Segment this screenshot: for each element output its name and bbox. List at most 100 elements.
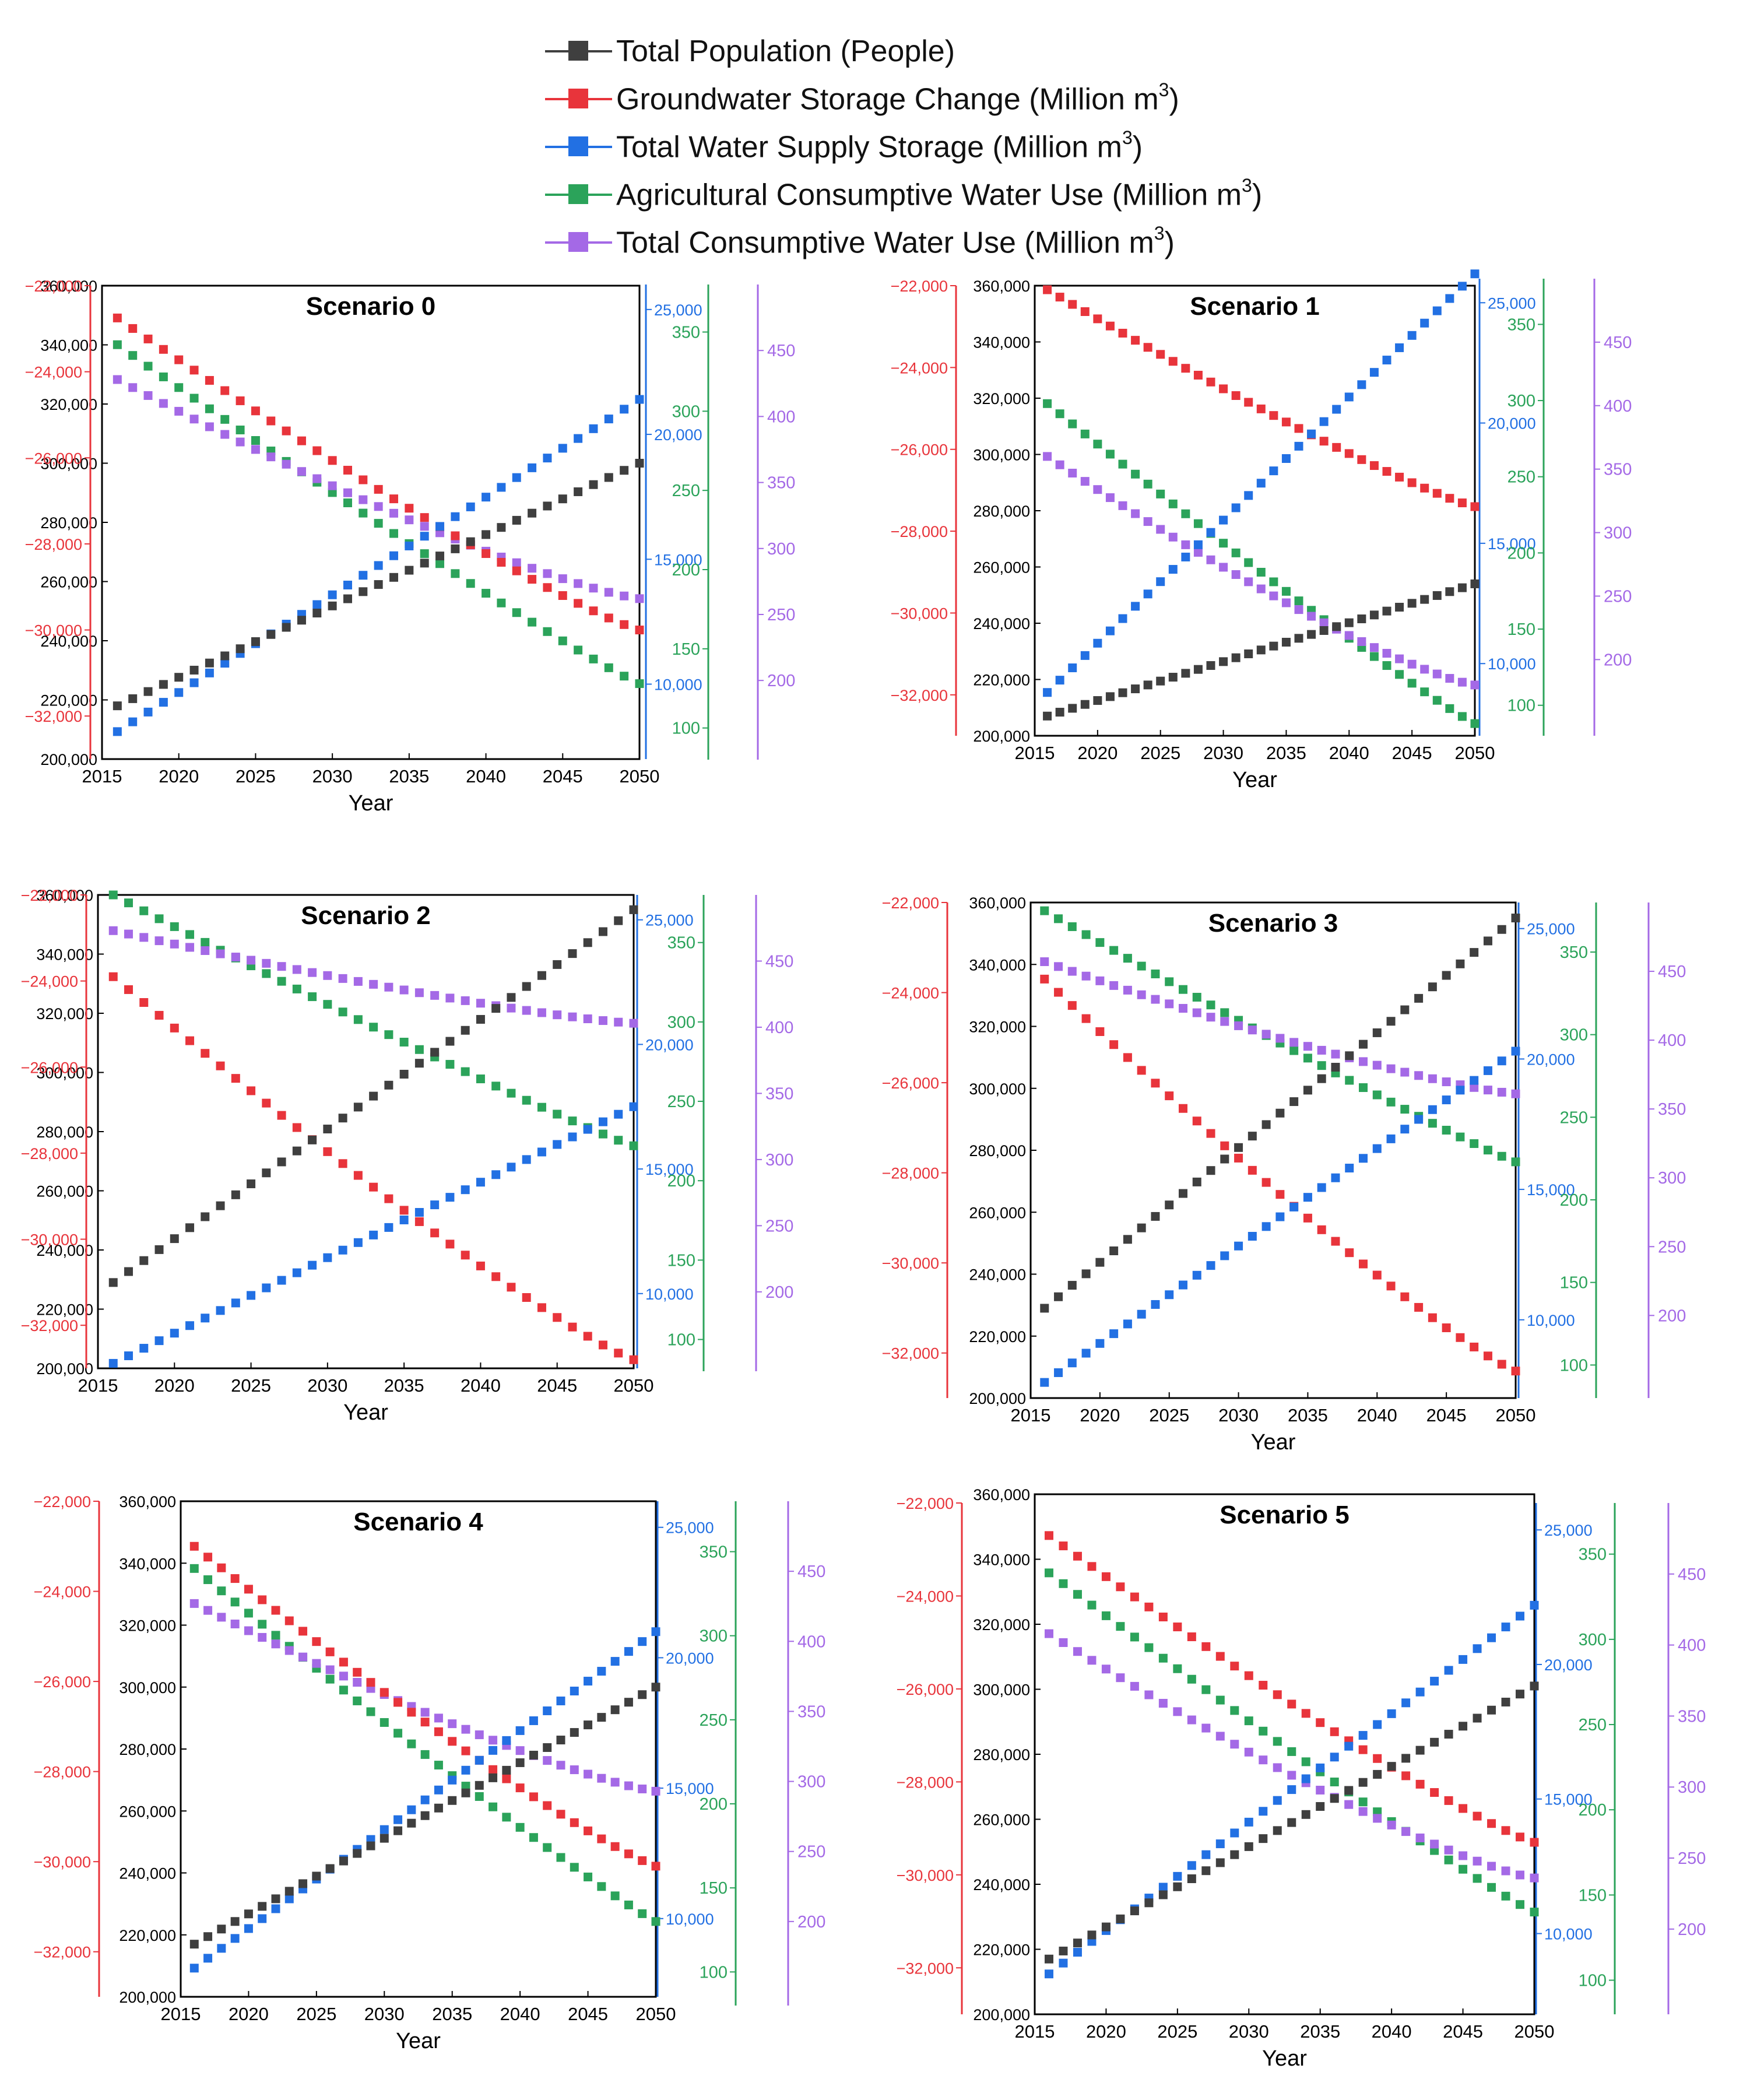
agricultural-tick-label: 200 xyxy=(700,1795,728,1814)
consumptive-point xyxy=(1131,509,1140,518)
groundwater-point xyxy=(1459,1804,1468,1813)
supply-point xyxy=(1301,1774,1310,1783)
agricultural-tick-label: 200 xyxy=(672,561,700,580)
groundwater-point xyxy=(143,334,153,343)
supply-point xyxy=(489,1746,498,1755)
groundwater-point xyxy=(407,1708,416,1717)
agricultural-point xyxy=(1428,1119,1437,1128)
groundwater-point xyxy=(1044,1531,1053,1540)
population-point xyxy=(323,1125,332,1134)
population-point xyxy=(1373,1769,1382,1779)
agricultural-point xyxy=(251,436,260,445)
supply-point xyxy=(553,1140,562,1149)
consumptive-point xyxy=(1168,532,1178,542)
x-tick-label: 2045 xyxy=(1392,743,1432,763)
groundwater-point xyxy=(620,620,629,629)
chart-title: Scenario 5 xyxy=(1220,1501,1350,1529)
groundwater-point xyxy=(174,355,184,364)
groundwater-point xyxy=(1193,371,1203,380)
population-tick-label: 320,000 xyxy=(969,1019,1026,1036)
population-point xyxy=(201,1212,210,1221)
population-point xyxy=(308,1135,317,1144)
consumptive-point xyxy=(1294,605,1303,614)
groundwater-tick-label: −24,000 xyxy=(21,973,78,991)
population-tick-label: 340,000 xyxy=(973,334,1030,352)
consumptive-point xyxy=(1143,517,1152,526)
supply-tick-label: 10,000 xyxy=(654,676,702,693)
population-point xyxy=(189,1940,199,1949)
groundwater-point xyxy=(189,1541,199,1551)
supply-point xyxy=(393,1815,403,1824)
population-point xyxy=(339,1856,348,1866)
supply-point xyxy=(1303,1193,1312,1202)
x-tick-label: 2045 xyxy=(1443,2021,1483,2042)
consumptive-tick-label: 200 xyxy=(1678,1920,1706,1939)
agricultural-tick-label: 150 xyxy=(1560,1274,1588,1293)
consumptive-point xyxy=(1316,1785,1325,1795)
population-point xyxy=(1059,1946,1068,1955)
consumptive-point xyxy=(1158,1698,1168,1708)
groundwater-point xyxy=(405,504,414,513)
consumptive-point xyxy=(489,1736,498,1745)
consumptive-tick-label: 350 xyxy=(767,474,795,493)
groundwater-point xyxy=(1206,377,1215,387)
groundwater-point xyxy=(448,1737,457,1746)
supply-point xyxy=(292,1268,301,1277)
consumptive-point xyxy=(1080,477,1090,486)
population-point xyxy=(1414,993,1424,1003)
groundwater-tick-label: −32,000 xyxy=(882,1345,939,1362)
series-population xyxy=(1043,579,1480,721)
consumptive-point xyxy=(298,1652,308,1662)
agricultural-point xyxy=(1068,419,1077,429)
consumptive-tick-label: 300 xyxy=(797,1773,825,1792)
population-point xyxy=(507,993,516,1002)
agricultural-point xyxy=(589,654,598,663)
population-point xyxy=(1093,696,1102,705)
population-tick-label: 260,000 xyxy=(40,574,97,591)
groundwater-point xyxy=(216,1061,225,1070)
supply-point xyxy=(522,1155,531,1164)
population-point xyxy=(1445,587,1454,596)
consumptive-point xyxy=(1192,1008,1201,1017)
population-point xyxy=(1432,591,1442,600)
agricultural-point xyxy=(1151,969,1160,978)
agricultural-point xyxy=(143,361,153,371)
agricultural-tick-label: 300 xyxy=(667,1013,695,1032)
consumptive-point xyxy=(1151,995,1160,1004)
agricultural-point xyxy=(205,404,214,413)
population-point xyxy=(1130,1906,1139,1916)
population-tick-label: 320,000 xyxy=(973,390,1030,408)
agricultural-point xyxy=(537,1102,546,1112)
supply-point xyxy=(154,1336,164,1346)
population-tick-label: 280,000 xyxy=(40,514,97,532)
agricultural-tick-label: 150 xyxy=(667,1251,695,1270)
supply-tick-label: 25,000 xyxy=(1527,921,1575,938)
supply-point xyxy=(1307,429,1316,438)
supply-point xyxy=(1357,380,1366,389)
population-tick-label: 260,000 xyxy=(973,559,1030,577)
groundwater-point xyxy=(1487,1819,1496,1828)
legend-label: Agricultural Consumptive Water Use (Mill… xyxy=(616,175,1263,212)
x-tick-label: 2025 xyxy=(1149,1405,1189,1425)
consumptive-point xyxy=(1400,1067,1410,1077)
supply-point xyxy=(1344,392,1354,402)
consumptive-point xyxy=(507,1003,516,1013)
consumptive-point xyxy=(1359,1057,1368,1066)
groundwater-point xyxy=(635,626,644,635)
consumptive-point xyxy=(1055,460,1064,469)
consumptive-tick-label: 450 xyxy=(765,952,793,971)
consumptive-point xyxy=(282,459,291,469)
consumptive-point xyxy=(1483,1086,1492,1095)
population-point xyxy=(1273,1826,1282,1835)
agricultural-point xyxy=(407,1739,416,1748)
consumptive-tick-label: 350 xyxy=(1604,461,1632,479)
population-point xyxy=(1081,1269,1091,1279)
groundwater-tick-label: −22,000 xyxy=(882,894,939,912)
supply-point xyxy=(1105,626,1115,635)
population-point xyxy=(143,687,153,696)
x-axis-label: Year xyxy=(1262,2046,1307,2071)
population-point xyxy=(651,1683,660,1692)
population-tick-label: 240,000 xyxy=(973,1876,1030,1894)
consumptive-point xyxy=(1303,1042,1312,1051)
supply-point xyxy=(1219,515,1228,525)
